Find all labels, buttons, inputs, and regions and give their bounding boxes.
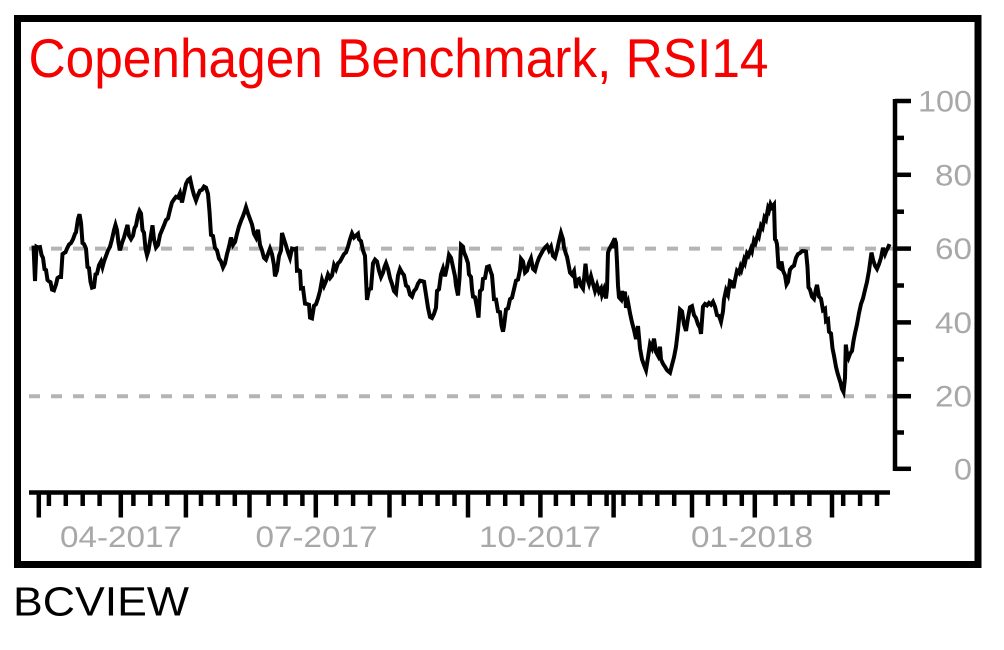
svg-text:20: 20 — [935, 381, 972, 414]
svg-text:40: 40 — [935, 307, 972, 340]
svg-text:01-2018: 01-2018 — [691, 521, 813, 554]
svg-text:10-2017: 10-2017 — [479, 521, 601, 554]
svg-text:Copenhagen Benchmark, RSI14: Copenhagen Benchmark, RSI14 — [29, 27, 769, 89]
svg-text:100: 100 — [918, 86, 972, 119]
svg-text:80: 80 — [935, 159, 972, 192]
svg-text:07-2017: 07-2017 — [256, 521, 378, 554]
svg-text:BCVIEW: BCVIEW — [13, 579, 189, 625]
svg-text:60: 60 — [935, 233, 972, 266]
svg-text:0: 0 — [954, 453, 972, 486]
svg-text:04-2017: 04-2017 — [60, 521, 182, 554]
